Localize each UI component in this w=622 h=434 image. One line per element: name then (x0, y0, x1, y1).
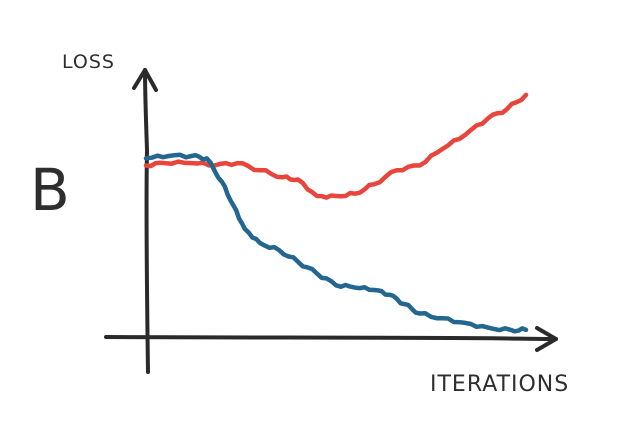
x-axis-line (104, 335, 558, 341)
series-line-1 (143, 92, 529, 200)
series-line-2 (143, 152, 529, 334)
y-axis-line (143, 68, 150, 374)
y-axis-arrowhead (132, 68, 158, 92)
panel-label: B (30, 156, 71, 224)
y-axis-label: LOSS (62, 51, 115, 73)
series-layer (143, 92, 529, 334)
x-axis-label: ITERATIONS (430, 372, 569, 397)
x-axis-arrowhead (535, 326, 558, 352)
axes (104, 68, 558, 374)
